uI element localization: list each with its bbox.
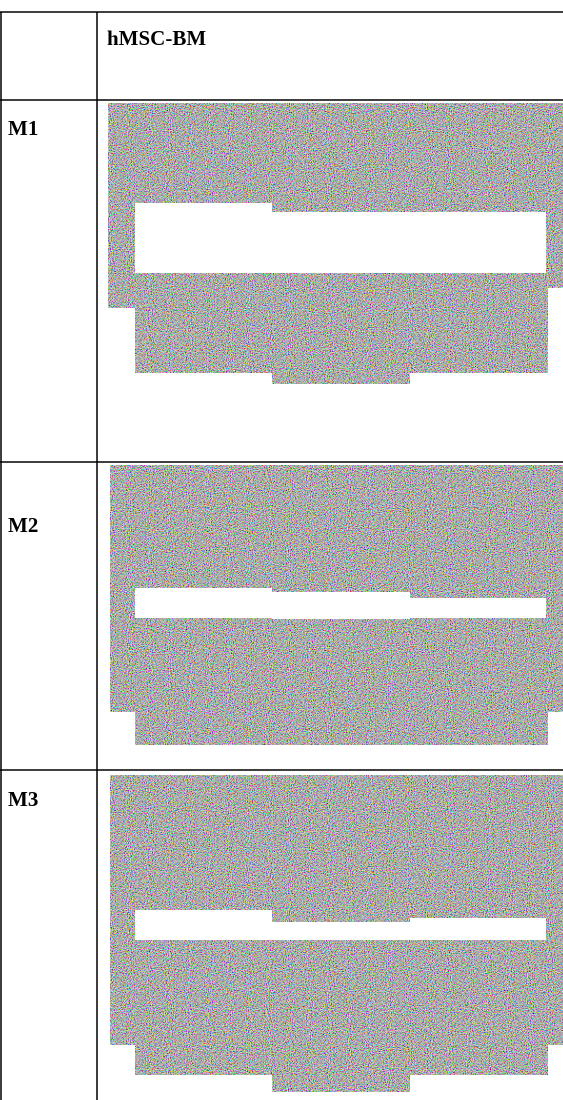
image-gap (272, 212, 546, 273)
image-gap (135, 203, 272, 273)
image-tile (272, 1040, 410, 1092)
header-cell: hMSC-BM (107, 26, 206, 50)
table-page: hMSC-BM M1 M2 M3 (0, 0, 563, 1100)
image-tile (135, 700, 548, 745)
image-gap (135, 910, 272, 940)
row-label: M3 (8, 787, 38, 811)
image-gap (272, 592, 410, 619)
image-gap (410, 598, 546, 618)
image-m2 (110, 465, 563, 745)
image-tile (135, 273, 548, 373)
image-m3 (110, 775, 563, 1092)
image-tile (410, 1040, 548, 1075)
image-tile (272, 365, 410, 384)
image-gap (135, 588, 272, 618)
image-tile (108, 103, 563, 213)
image-gap (272, 922, 410, 940)
row-label: M1 (8, 116, 38, 140)
image-tile (546, 200, 563, 288)
image-gap (410, 918, 546, 940)
row-label: M2 (8, 513, 38, 537)
image-tile (108, 200, 135, 308)
image-m1 (108, 103, 563, 384)
image-tile (135, 1040, 273, 1075)
